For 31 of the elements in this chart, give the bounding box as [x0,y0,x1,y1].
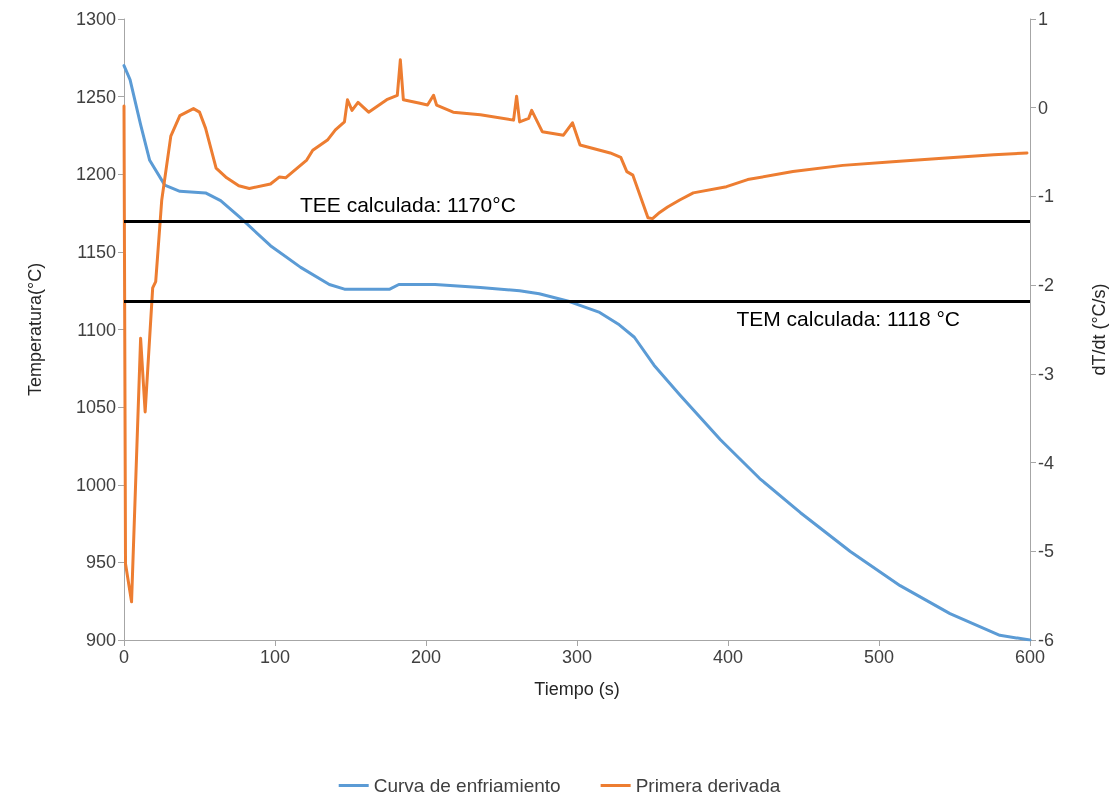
y2-tick-label: 0 [1038,97,1049,118]
y2-tick-label: -6 [1038,630,1055,650]
y-tick-label: 1250 [75,86,116,107]
x-tick-label: 0 [118,647,130,667]
y2-tick-label: 1 [1038,9,1049,29]
x-axis-title: Tiempo (s) [534,679,620,699]
y2-tick-label: -4 [1038,452,1055,473]
ref-line-label: TEM calculada: 1118 °C [736,306,960,330]
x-tick-label: 600 [1014,647,1046,667]
y-tick-label: 1200 [75,164,116,185]
y-tick-label: 1300 [75,9,116,29]
y2-tick-label: -1 [1038,186,1055,207]
y-tick-label: 950 [85,552,116,573]
y-tick-label: 1150 [77,241,116,262]
x-tick-label: 400 [712,647,744,667]
x-tick-label: 300 [561,647,593,667]
y2-tick-label: -3 [1038,363,1055,384]
y-tick-label: 900 [85,630,116,650]
legend-label: Primera derivada [635,775,781,796]
legend-label: Curva de enfriamiento [373,775,561,796]
y2-axis-title: dT/dt (°C/s) [1089,283,1109,376]
x-tick-label: 500 [863,647,895,667]
y-axis-title: Temperatura(°C) [25,262,45,397]
x-tick-label: 100 [259,647,291,667]
y2-tick-label: -5 [1038,541,1055,562]
y-tick-label: 1000 [75,474,116,495]
x-tick-label: 200 [410,647,442,667]
y-tick-label: 1050 [75,397,116,418]
y2-tick-label: -2 [1038,275,1055,296]
ref-line-label: TEE calculada: 1170°C [300,192,516,216]
y-tick-label: 1100 [77,319,116,340]
